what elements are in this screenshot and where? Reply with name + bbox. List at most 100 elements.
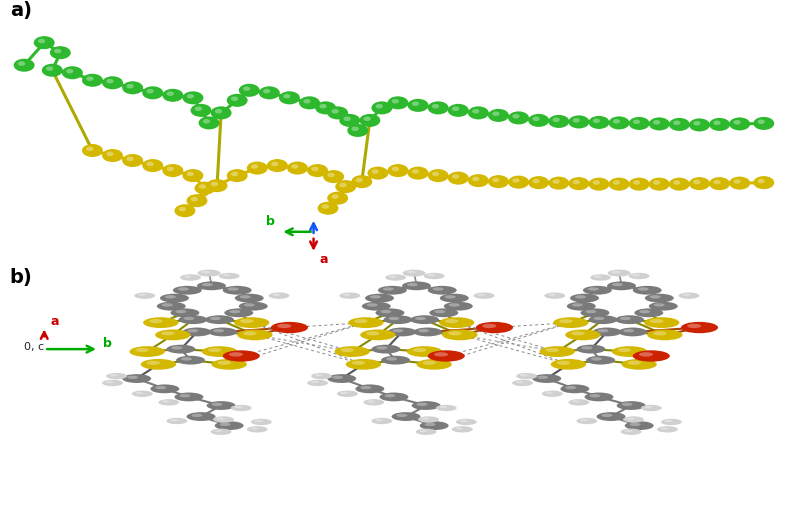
Circle shape bbox=[327, 106, 348, 120]
Circle shape bbox=[473, 292, 494, 299]
Circle shape bbox=[443, 302, 472, 311]
Circle shape bbox=[653, 303, 664, 307]
Circle shape bbox=[190, 197, 198, 201]
Circle shape bbox=[229, 352, 243, 357]
Circle shape bbox=[756, 120, 764, 124]
Circle shape bbox=[622, 329, 634, 332]
Circle shape bbox=[339, 292, 360, 299]
Circle shape bbox=[127, 376, 138, 379]
Circle shape bbox=[180, 274, 201, 281]
Circle shape bbox=[50, 46, 71, 59]
Circle shape bbox=[646, 330, 682, 340]
Circle shape bbox=[418, 416, 438, 423]
Circle shape bbox=[271, 322, 308, 333]
Circle shape bbox=[593, 317, 604, 320]
Circle shape bbox=[202, 283, 213, 286]
Circle shape bbox=[202, 271, 210, 273]
Circle shape bbox=[442, 330, 477, 340]
Circle shape bbox=[556, 361, 569, 365]
Circle shape bbox=[570, 331, 584, 335]
Circle shape bbox=[421, 417, 429, 420]
Circle shape bbox=[712, 180, 719, 184]
Circle shape bbox=[576, 345, 605, 354]
Circle shape bbox=[277, 324, 291, 328]
Circle shape bbox=[459, 420, 467, 422]
Circle shape bbox=[648, 118, 669, 130]
Circle shape bbox=[568, 177, 589, 190]
Circle shape bbox=[166, 91, 173, 96]
Circle shape bbox=[752, 117, 773, 130]
Circle shape bbox=[283, 94, 290, 99]
Circle shape bbox=[427, 286, 456, 295]
Circle shape bbox=[216, 417, 224, 420]
Circle shape bbox=[422, 361, 435, 365]
Circle shape bbox=[568, 399, 589, 406]
Circle shape bbox=[263, 89, 270, 94]
Circle shape bbox=[339, 114, 360, 127]
Circle shape bbox=[46, 66, 53, 71]
Circle shape bbox=[418, 430, 426, 432]
Circle shape bbox=[424, 423, 435, 426]
Circle shape bbox=[210, 317, 221, 320]
Circle shape bbox=[652, 180, 659, 185]
Circle shape bbox=[66, 69, 73, 74]
Circle shape bbox=[621, 403, 632, 406]
Circle shape bbox=[628, 178, 649, 191]
Circle shape bbox=[206, 179, 227, 192]
Circle shape bbox=[614, 315, 643, 324]
Circle shape bbox=[608, 117, 629, 129]
Circle shape bbox=[643, 317, 679, 328]
Circle shape bbox=[418, 329, 429, 332]
Circle shape bbox=[451, 106, 459, 111]
Circle shape bbox=[160, 294, 189, 303]
Circle shape bbox=[728, 177, 749, 190]
Circle shape bbox=[122, 154, 143, 167]
Circle shape bbox=[580, 309, 609, 317]
Circle shape bbox=[411, 169, 418, 174]
Circle shape bbox=[571, 400, 579, 403]
Circle shape bbox=[649, 295, 660, 298]
Circle shape bbox=[243, 331, 256, 335]
Circle shape bbox=[171, 346, 182, 350]
Circle shape bbox=[102, 149, 123, 162]
Circle shape bbox=[162, 89, 183, 102]
Circle shape bbox=[161, 303, 173, 307]
Circle shape bbox=[161, 400, 169, 403]
Circle shape bbox=[181, 357, 192, 361]
Circle shape bbox=[230, 172, 238, 176]
Circle shape bbox=[102, 76, 123, 89]
Circle shape bbox=[54, 49, 61, 53]
Circle shape bbox=[311, 373, 332, 379]
Circle shape bbox=[618, 328, 646, 336]
Circle shape bbox=[391, 167, 398, 171]
Circle shape bbox=[126, 84, 133, 88]
Circle shape bbox=[224, 309, 253, 317]
Circle shape bbox=[367, 167, 388, 179]
Circle shape bbox=[348, 317, 383, 328]
Text: 0, c: 0, c bbox=[24, 342, 44, 352]
Circle shape bbox=[315, 101, 336, 114]
Circle shape bbox=[214, 109, 222, 113]
Circle shape bbox=[568, 115, 589, 128]
Circle shape bbox=[634, 309, 662, 317]
Circle shape bbox=[353, 319, 367, 323]
Circle shape bbox=[407, 99, 428, 112]
Circle shape bbox=[688, 119, 709, 131]
Circle shape bbox=[585, 310, 596, 313]
Circle shape bbox=[637, 287, 648, 291]
Circle shape bbox=[371, 169, 378, 174]
Circle shape bbox=[507, 111, 528, 124]
Circle shape bbox=[365, 331, 379, 335]
Circle shape bbox=[170, 309, 199, 317]
Circle shape bbox=[611, 346, 646, 357]
Circle shape bbox=[287, 161, 308, 175]
Circle shape bbox=[560, 384, 589, 393]
Circle shape bbox=[146, 89, 153, 94]
Circle shape bbox=[439, 294, 468, 303]
Circle shape bbox=[611, 283, 622, 286]
Circle shape bbox=[411, 102, 418, 106]
Circle shape bbox=[659, 427, 667, 430]
Circle shape bbox=[214, 421, 243, 430]
Circle shape bbox=[678, 292, 699, 299]
Circle shape bbox=[532, 179, 539, 183]
